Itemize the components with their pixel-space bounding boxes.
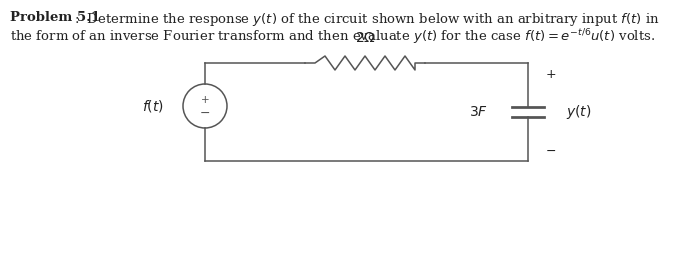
Text: :  Determine the response $y(t)$ of the circuit shown below with an arbitrary in: : Determine the response $y(t)$ of the c… bbox=[74, 11, 660, 28]
Text: −: − bbox=[199, 106, 210, 120]
Text: +: + bbox=[546, 68, 556, 81]
Text: +: + bbox=[201, 95, 209, 105]
Text: Problem 5.1: Problem 5.1 bbox=[10, 11, 100, 24]
Text: the form of an inverse Fourier transform and then evaluate $y(t)$ for the case $: the form of an inverse Fourier transform… bbox=[10, 27, 655, 47]
Text: $3F$: $3F$ bbox=[468, 105, 487, 119]
Text: −: − bbox=[546, 145, 556, 157]
Text: $f(t)$: $f(t)$ bbox=[142, 98, 164, 114]
Text: $2\Omega$: $2\Omega$ bbox=[354, 31, 375, 45]
Text: $y(t)$: $y(t)$ bbox=[566, 103, 592, 121]
